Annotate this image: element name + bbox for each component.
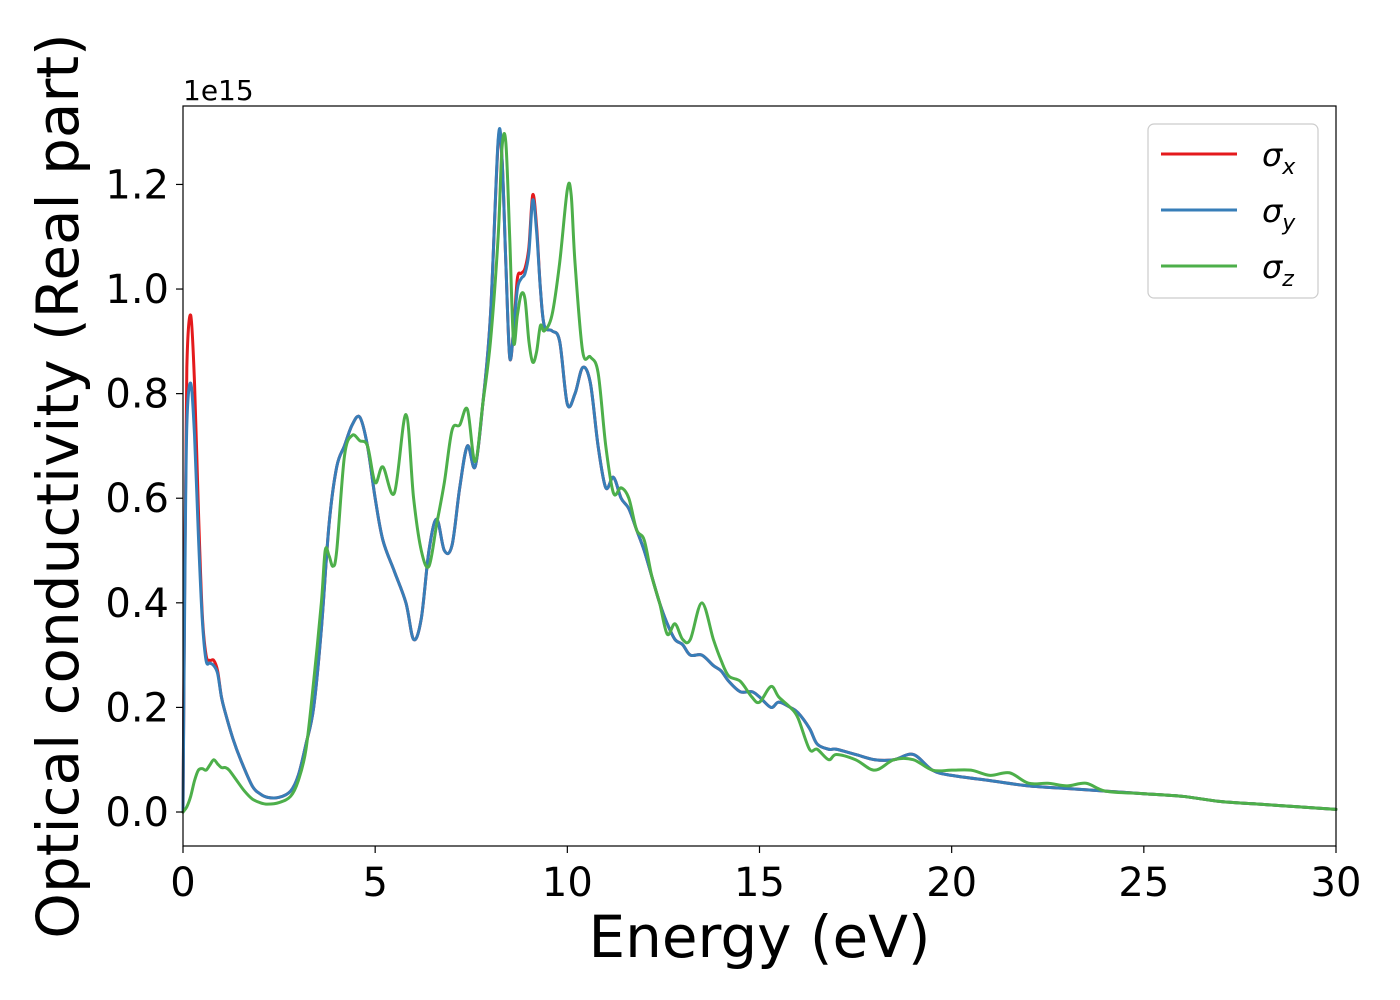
x-tick-label: 25 — [1118, 860, 1169, 906]
legend-item-sigma_y: σy — [1161, 192, 1296, 236]
legend-label: σz — [1262, 248, 1294, 292]
y-tick-label: 0.6 — [105, 476, 169, 522]
x-tick-label: 30 — [1311, 860, 1362, 906]
legend: σx σy σz — [1147, 123, 1319, 299]
x-tick-label: 10 — [542, 860, 593, 906]
x-tick-label: 20 — [926, 860, 977, 906]
series-line-sigma_y — [181, 127, 1338, 814]
legend-item-sigma_z: σz — [1161, 248, 1294, 292]
y-tick-label: 0.8 — [105, 372, 169, 418]
legend-item-sigma_x: σx — [1161, 136, 1296, 180]
y-axis-label: Optical conductivity (Real part) — [24, 33, 92, 938]
y-tick-label: 1.0 — [105, 267, 169, 313]
legend-label: σy — [1262, 192, 1296, 236]
legend-items: σx σy σz — [1161, 136, 1296, 292]
legend-label: σx — [1262, 136, 1296, 180]
series-line-sigma_z — [181, 132, 1338, 814]
y-tick-label: 0.0 — [105, 790, 169, 836]
x-tick-label: 15 — [734, 860, 785, 906]
y-tick-label: 0.2 — [105, 685, 169, 731]
x-axis-ticks: 0 5 10 15 20 25 30 — [170, 846, 1361, 906]
x-tick-label: 0 — [170, 860, 195, 906]
series-layer — [181, 127, 1338, 814]
y-axis-ticks: 0.0 0.2 0.4 0.6 0.8 1.0 1.2 — [105, 162, 183, 836]
y-tick-label: 0.4 — [105, 581, 169, 627]
x-axis-label: Energy (eV) — [588, 903, 930, 971]
x-tick-label: 5 — [362, 860, 387, 906]
y-axis-offset-label: 1e15 — [183, 74, 254, 107]
y-tick-label: 1.2 — [105, 162, 169, 208]
